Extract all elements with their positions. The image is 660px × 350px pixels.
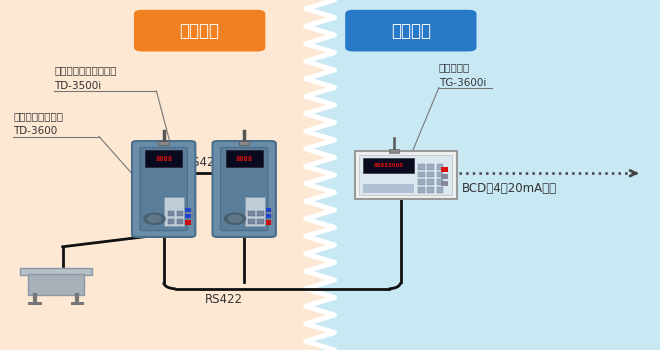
Bar: [267, 219, 273, 224]
Bar: [177, 219, 183, 224]
Bar: [355, 151, 457, 199]
Bar: [437, 179, 444, 185]
Bar: [437, 164, 444, 169]
Bar: [185, 208, 191, 212]
Bar: [226, 150, 263, 167]
Bar: [248, 219, 255, 224]
Text: 耐圧防爆型外部表示器: 耐圧防爆型外部表示器: [54, 65, 117, 75]
Bar: [186, 219, 193, 224]
Text: 8888: 8888: [236, 156, 253, 162]
Bar: [20, 268, 92, 275]
Bar: [363, 158, 414, 174]
Bar: [441, 174, 449, 178]
Circle shape: [224, 213, 246, 224]
FancyBboxPatch shape: [140, 147, 187, 231]
Text: 危険場所: 危険場所: [180, 22, 220, 40]
Bar: [267, 211, 273, 216]
Bar: [145, 150, 182, 167]
Bar: [418, 187, 425, 192]
Bar: [428, 164, 434, 169]
Text: TD-3600: TD-3600: [13, 126, 57, 136]
FancyBboxPatch shape: [345, 10, 477, 51]
FancyBboxPatch shape: [213, 141, 276, 237]
FancyBboxPatch shape: [134, 10, 265, 51]
Bar: [428, 179, 434, 185]
Bar: [239, 141, 249, 145]
Bar: [177, 211, 183, 216]
Bar: [28, 274, 84, 295]
Bar: [158, 141, 169, 145]
Bar: [168, 219, 174, 224]
Bar: [418, 164, 425, 169]
Text: RS422: RS422: [185, 156, 223, 169]
Text: TD-3500i: TD-3500i: [54, 81, 102, 91]
Bar: [257, 219, 264, 224]
Text: TG-3600i: TG-3600i: [439, 77, 486, 88]
Bar: [185, 214, 191, 218]
Bar: [71, 302, 84, 305]
Bar: [418, 179, 425, 185]
Bar: [437, 172, 444, 177]
Text: BCD・4～20mA・他: BCD・4～20mA・他: [462, 182, 557, 195]
Text: RS422: RS422: [205, 293, 243, 306]
Bar: [389, 149, 399, 153]
Text: 耐圧防爆型指示計: 耐圧防爆型指示計: [13, 111, 63, 121]
Bar: [359, 155, 453, 195]
Text: 88883000: 88883000: [374, 163, 403, 168]
Bar: [418, 172, 425, 177]
Bar: [266, 208, 271, 212]
Bar: [257, 211, 264, 216]
FancyBboxPatch shape: [132, 141, 195, 237]
Text: 8888: 8888: [155, 156, 172, 162]
Circle shape: [228, 215, 242, 222]
Bar: [437, 187, 444, 192]
Bar: [186, 211, 193, 216]
FancyBboxPatch shape: [220, 147, 268, 231]
Circle shape: [148, 215, 161, 222]
Bar: [428, 172, 434, 177]
Bar: [266, 214, 271, 218]
Bar: [164, 197, 184, 226]
Circle shape: [144, 213, 165, 224]
Bar: [441, 167, 449, 172]
Bar: [266, 220, 271, 225]
Text: 外部表示器: 外部表示器: [439, 62, 470, 72]
Bar: [28, 302, 42, 305]
Bar: [441, 181, 449, 186]
Bar: [363, 184, 414, 193]
Text: 安全場所: 安全場所: [391, 22, 431, 40]
Bar: [245, 197, 265, 226]
Bar: [248, 211, 255, 216]
Bar: [168, 211, 174, 216]
Bar: [185, 220, 191, 225]
Polygon shape: [306, 0, 660, 350]
Bar: [428, 187, 434, 192]
